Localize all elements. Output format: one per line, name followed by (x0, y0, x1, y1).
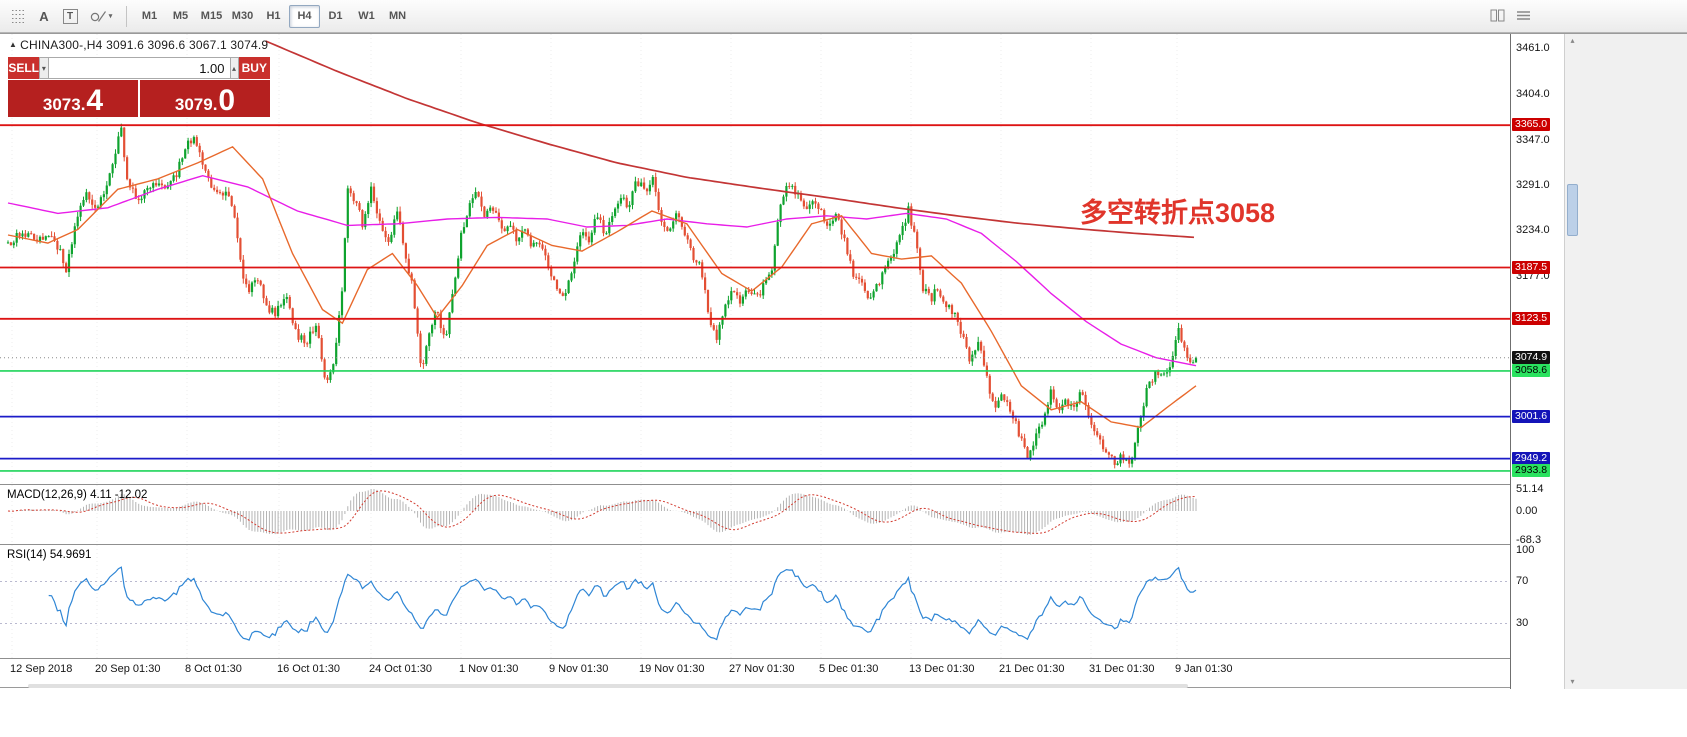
insert-text-button[interactable]: A (31, 5, 57, 28)
time-axis-label: 12 Sep 2018 (10, 663, 73, 675)
grid-icon (11, 9, 25, 23)
buy-price-big-digit: 0 (218, 84, 236, 117)
price-tag-3187.5: 3187.5 (1512, 260, 1551, 274)
timeframe-h4-button[interactable]: H4 (289, 4, 320, 28)
price-scale-label: 3461.0 (1516, 42, 1550, 55)
scrollbar-thumb[interactable] (1567, 184, 1578, 236)
rsi-scale-label: 70 (1516, 575, 1529, 587)
toolbar-separator (126, 5, 127, 27)
horizontal-scrollbar[interactable] (28, 684, 1188, 688)
macd-canvas (7, 485, 1197, 544)
right-gutter (1580, 34, 1687, 689)
grid-tool-button[interactable] (5, 5, 31, 28)
dropdown-caret-icon: ▾ (108, 13, 113, 20)
trade-prices-row: 3073. 4 3079. 0 (8, 80, 270, 117)
time-axis-label: 1 Nov 01:30 (459, 663, 519, 675)
text-a-icon: A (39, 8, 49, 24)
buy-button[interactable]: BUY (238, 57, 270, 79)
timeframe-m15-button[interactable]: M15 (196, 5, 227, 28)
macd-scale-label: 51.14 (1516, 483, 1544, 495)
time-axis-label: 31 Dec 01:30 (1089, 663, 1155, 675)
buy-price-display[interactable]: 3079. 0 (140, 80, 270, 117)
time-axis-label: 13 Dec 01:30 (909, 663, 975, 675)
timeframe-m30-button[interactable]: M30 (227, 5, 258, 28)
chart-plot-area[interactable]: ▲ CHINA300-,H4 3091.6 3096.6 3067.1 3074.… (0, 34, 1510, 689)
rsi-scale-label: 30 (1516, 617, 1529, 629)
time-axis-label: 8 Oct 01:30 (185, 663, 242, 675)
rsi-panel-separator[interactable] (0, 544, 1510, 545)
time-axis-label: 19 Nov 01:30 (639, 663, 705, 675)
current-price-tag: 3074.9 (1512, 350, 1551, 364)
time-axis-label: 9 Nov 01:30 (549, 663, 609, 675)
rsi-canvas (0, 545, 1510, 658)
tile-windows-icon (1490, 9, 1504, 22)
shapes-icon (90, 10, 106, 22)
scroll-down-icon[interactable]: ▾ (1570, 677, 1575, 686)
timeframe-d1-button[interactable]: D1 (320, 5, 351, 28)
macd-scale-label: -68.3 (1516, 534, 1542, 546)
timeframe-m1-button[interactable]: M1 (134, 5, 165, 28)
chart-window: ▲ CHINA300-,H4 3091.6 3096.6 3067.1 3074.… (0, 33, 1687, 689)
chart-list-button[interactable] (1510, 4, 1536, 27)
tile-windows-button[interactable] (1484, 4, 1510, 27)
time-axis-label: 20 Sep 01:30 (95, 663, 161, 675)
chart-ohlc-title: ▲ CHINA300-,H4 3091.6 3096.6 3067.1 3074.… (9, 38, 268, 52)
price-tag-2933.8: 2933.8 (1512, 463, 1551, 477)
price-tag-3123.5: 3123.5 (1512, 311, 1551, 325)
rsi-indicator-label: RSI(14) 54.9691 (7, 549, 92, 561)
price-tag-3058.6: 3058.6 (1512, 363, 1551, 377)
lot-increase-button[interactable]: ▴ (229, 57, 239, 79)
insert-label-button[interactable]: T (57, 5, 83, 28)
trade-controls-row: SELL ▾ ▴ BUY (8, 57, 270, 79)
sell-price-main: 3073. (42, 95, 86, 114)
price-chart-canvas (0, 34, 1510, 484)
timeframe-mn-button[interactable]: MN (382, 5, 413, 28)
buy-price-main: 3079. (174, 95, 218, 114)
time-axis-separator (0, 658, 1510, 659)
rsi-scale-label: 100 (1516, 544, 1535, 556)
timeframe-w1-button[interactable]: W1 (351, 5, 382, 28)
collapse-panel-icon[interactable]: ▲ (9, 40, 18, 49)
price-scale-label: 3347.0 (1516, 133, 1550, 146)
time-axis-label: 24 Oct 01:30 (369, 663, 432, 675)
price-scale-label: 3234.0 (1516, 224, 1550, 237)
time-axis-label: 21 Dec 01:30 (999, 663, 1065, 675)
time-axis[interactable]: 12 Sep 2018 20 Sep 01:30 8 Oct 01:30 16 Oct… (0, 659, 1510, 681)
price-scale[interactable]: 3461.0 3404.0 3347.0 3291.0 3234.0 3177.0 51.1… (1510, 34, 1564, 689)
vertical-scrollbar[interactable]: ▴ ▾ (1564, 34, 1580, 689)
price-tag-3365.0: 3365.0 (1512, 118, 1551, 132)
price-tag-2949.2: 2949.2 (1512, 451, 1551, 465)
macd-indicator-label: MACD(12,26,9) 4.11 -12.02 (7, 489, 148, 501)
text-t-icon: T (62, 8, 78, 24)
timeframe-m5-button[interactable]: M5 (165, 5, 196, 28)
time-axis-label: 16 Oct 01:30 (277, 663, 340, 675)
price-tag-3001.6: 3001.6 (1512, 409, 1551, 423)
shapes-tool-button[interactable]: ▾ (83, 5, 119, 28)
toolbar-right-group (1484, 4, 1536, 27)
ohlc-text: CHINA300-,H4 3091.6 3096.6 3067.1 3074.9 (20, 38, 269, 52)
sell-price-big-digit: 4 (86, 84, 104, 117)
time-axis-label: 27 Nov 01:30 (729, 663, 795, 675)
scroll-up-icon[interactable]: ▴ (1570, 36, 1575, 45)
price-scale-label: 3404.0 (1516, 87, 1550, 100)
macd-scale-label: 0.00 (1516, 505, 1538, 517)
one-click-trade-panel: SELL ▾ ▴ BUY 3073.4 3079.0 (8, 57, 270, 117)
lot-size-input[interactable] (48, 57, 230, 79)
timeframe-h1-button[interactable]: H1 (258, 5, 289, 28)
top-toolbar: A T ▾ M1 M5 M15 M30 H1 H4 D1 W1 MN (0, 0, 1687, 33)
time-axis-label: 9 Jan 01:30 (1175, 663, 1233, 675)
lot-decrease-button[interactable]: ▾ (39, 57, 49, 79)
sell-button[interactable]: SELL (8, 57, 40, 79)
price-scale-label: 3291.0 (1516, 178, 1550, 191)
sell-price-display[interactable]: 3073. 4 (8, 80, 138, 117)
chart-annotation-text: 多空转折点3058 (1080, 198, 1276, 228)
workspace-bottom (0, 689, 1687, 737)
time-axis-label: 5 Dec 01:30 (819, 663, 879, 675)
macd-panel-separator[interactable] (0, 484, 1510, 485)
chart-list-icon (1516, 11, 1530, 20)
